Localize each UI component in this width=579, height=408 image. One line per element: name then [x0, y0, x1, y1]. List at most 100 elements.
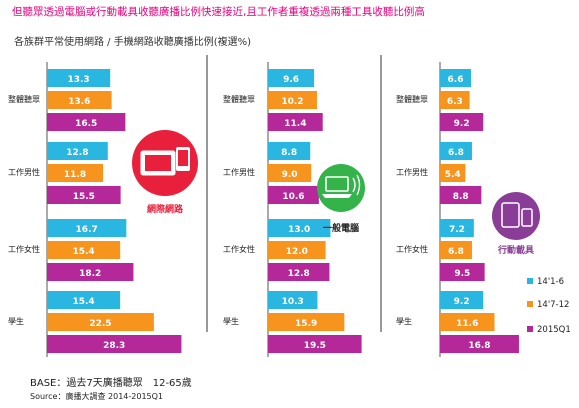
category-label: 工作男性	[396, 167, 428, 177]
data-label: 9.2	[454, 297, 470, 307]
bar	[440, 69, 472, 87]
bar	[47, 91, 112, 109]
data-label: 12.8	[288, 269, 310, 279]
bar	[268, 142, 311, 160]
bar	[268, 186, 319, 204]
legend-label: 2015Q1	[537, 325, 571, 335]
chart-subtitle: 各族群平常使用網路 / 手機網路收聽廣播比例(複選%)	[14, 37, 252, 48]
bar	[268, 263, 330, 281]
bar	[268, 164, 312, 182]
category-label: 整體聽眾	[223, 94, 255, 104]
panel-label: 一般電腦	[323, 222, 359, 234]
panel-label: 網際網路	[147, 203, 184, 215]
data-label: 13.6	[68, 97, 90, 107]
legend-swatch	[527, 326, 533, 332]
bar	[440, 186, 482, 204]
data-label: 9.0	[282, 170, 298, 180]
data-label: 15.4	[72, 247, 94, 257]
legend-label: 14'1-6	[537, 277, 564, 287]
data-label: 15.9	[295, 319, 317, 329]
data-label: 11.4	[284, 119, 306, 129]
bar	[440, 291, 484, 309]
badge-circle	[317, 164, 365, 212]
bar	[440, 335, 519, 353]
bar	[47, 241, 121, 259]
badge-circle	[492, 192, 540, 240]
bar	[268, 241, 326, 259]
data-label: 5.4	[445, 170, 461, 180]
laptop-base	[322, 194, 352, 198]
data-label: 9.6	[283, 75, 299, 85]
data-label: 13.0	[288, 225, 310, 235]
bar	[47, 313, 154, 331]
category-label: 工作女性	[223, 244, 255, 254]
bar	[47, 263, 134, 281]
data-label: 22.5	[89, 319, 111, 329]
legend-swatch	[527, 301, 533, 307]
bar	[440, 142, 472, 160]
bar	[47, 69, 111, 87]
laptop-screen	[325, 176, 349, 192]
tablet-screen	[145, 155, 171, 171]
bar	[268, 69, 315, 87]
data-label: 15.5	[73, 192, 95, 202]
bar	[268, 335, 362, 353]
data-label: 16.5	[75, 119, 97, 129]
base-note: BASE：過去7天廣播聽眾 12-65歲	[30, 378, 192, 389]
data-label: 10.6	[282, 192, 304, 202]
category-label: 學生	[8, 316, 24, 326]
wifi-wave	[356, 174, 361, 196]
category-label: 工作男性	[8, 167, 40, 177]
data-label: 9.2	[454, 119, 470, 129]
category-label: 工作女性	[396, 244, 428, 254]
data-label: 13.3	[67, 75, 89, 85]
bar	[47, 113, 126, 131]
bar	[440, 241, 472, 259]
category-label: 學生	[396, 316, 412, 326]
bar	[268, 113, 323, 131]
bar	[47, 219, 127, 237]
panel-label: 行動載具	[497, 244, 534, 256]
bar	[440, 91, 470, 109]
data-label: 10.3	[282, 297, 304, 307]
tablet-outline	[501, 202, 520, 228]
bar	[440, 164, 466, 182]
mobile-devices-icon	[501, 202, 533, 228]
bar	[268, 219, 331, 237]
bar	[47, 142, 108, 160]
bar	[440, 219, 474, 237]
data-label: 12.8	[66, 148, 88, 158]
data-label: 11.6	[456, 319, 478, 329]
bar	[268, 91, 317, 109]
data-label: 15.4	[72, 297, 94, 307]
category-label: 整體聽眾	[396, 94, 428, 104]
source-note: Source：廣播大調查 2014-2015Q1	[30, 392, 164, 401]
data-label: 12.0	[286, 247, 308, 257]
data-label: 16.7	[76, 225, 98, 235]
data-label: 9.5	[454, 269, 470, 279]
category-label: 工作男性	[223, 167, 255, 177]
phone-screen	[178, 150, 188, 166]
data-label: 16.8	[468, 341, 490, 351]
data-label: 8.8	[281, 148, 297, 158]
category-label: 整體聽眾	[8, 94, 40, 104]
laptop-wifi-icon	[322, 174, 361, 198]
data-label: 6.6	[448, 75, 464, 85]
data-label: 6.3	[447, 97, 463, 107]
phone-outline	[521, 208, 533, 227]
bar	[47, 186, 121, 204]
data-label: 10.2	[281, 97, 303, 107]
legend-label: 14'7-12	[537, 300, 569, 310]
bar	[268, 291, 318, 309]
bar	[47, 291, 121, 309]
data-label: 6.8	[448, 247, 464, 257]
bar	[440, 313, 495, 331]
bar	[440, 113, 484, 131]
bar	[268, 313, 345, 331]
data-label: 28.3	[103, 341, 125, 351]
data-label: 7.2	[449, 225, 465, 235]
data-label: 11.8	[64, 170, 86, 180]
bar	[47, 335, 182, 353]
headline: 但聽眾透過電腦或行動載具收聽廣播比例快速接近,且工作者重複透過兩種工具收聽比例高	[12, 6, 425, 18]
